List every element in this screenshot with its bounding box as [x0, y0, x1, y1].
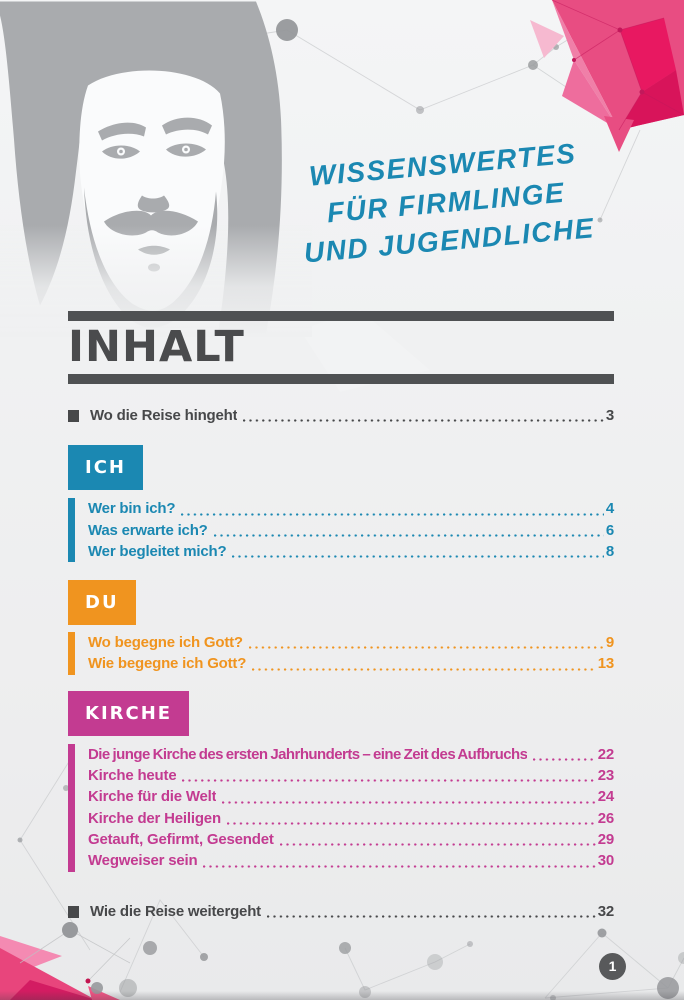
toc-item: Getauft, Gefirmt, Gesendet 29	[88, 829, 614, 850]
toc-item: Wer bin ich? 4	[88, 498, 614, 519]
toc-item-page: 26	[597, 809, 615, 827]
toc-item-label: Wer bin ich?	[88, 500, 176, 518]
toc-item-page: 13	[597, 655, 615, 673]
section-header-kirche: KIRCHE	[68, 690, 190, 736]
dotted-leader	[232, 555, 604, 559]
dotted-leader	[533, 758, 596, 762]
page-title: INHALT	[68, 322, 245, 372]
square-bullet-icon	[68, 410, 79, 423]
dotted-leader	[252, 667, 596, 671]
dotted-leader	[213, 533, 604, 537]
toc-item: Wie begegne ich Gott? 13	[88, 653, 614, 674]
toc-item-label: Wo die Reise hingeht	[90, 407, 238, 424]
pink-polygon-top-right	[530, 0, 684, 152]
toc-item-label: Was erwarte ich?	[88, 521, 208, 539]
dotted-leader	[222, 800, 596, 804]
toc-item-page: 9	[605, 634, 614, 652]
square-bullet-icon	[68, 905, 79, 918]
section-header-ich: ICH	[68, 445, 143, 491]
toc-item-label: Wegweiser sein	[88, 852, 198, 870]
toc-item-label: Wer begleitet mich?	[88, 542, 227, 560]
toc-item: Wo begegne ich Gott? 9	[88, 632, 614, 653]
toc-item-page: 32	[597, 902, 615, 920]
toc-item-page: 3	[605, 407, 614, 424]
toc-item: Kirche für die Welt 24	[88, 786, 614, 807]
toc-item-intro: Wo die Reise hingeht 3	[68, 405, 614, 426]
toc-item: Die junge Kirche des ersten Jahrhunderts…	[88, 744, 614, 765]
jesus-illustration	[0, 0, 312, 337]
divider-bottom	[68, 374, 614, 384]
toc-item-page: 22	[597, 745, 615, 763]
divider-top	[68, 311, 614, 321]
toc-item-page: 4	[605, 500, 614, 518]
toc-item-label: Die junge Kirche des ersten Jahrhunderts…	[88, 745, 528, 763]
toc-item-page: 6	[605, 521, 614, 539]
section-list-ich: Wer bin ich? 4 Was erwarte ich? 6 Wer be…	[68, 498, 614, 563]
dotted-leader	[203, 864, 596, 868]
toc-item-label: Getauft, Gefirmt, Gesendet	[88, 830, 274, 848]
toc-item: Was erwarte ich? 6	[88, 520, 614, 541]
dotted-leader	[226, 821, 596, 825]
toc-item-page: 8	[605, 542, 614, 560]
page-kicker-banner: WISSENSWERTES FÜR FIRMLINGE UND JUGENDLI…	[268, 131, 625, 275]
dotted-leader	[266, 914, 596, 918]
page-number-badge: 1	[599, 953, 626, 980]
toc-item: Kirche der Heiligen 26	[88, 808, 614, 829]
dotted-leader	[181, 512, 604, 516]
dotted-leader	[243, 419, 604, 423]
toc-item: Kirche heute 23	[88, 765, 614, 786]
toc-item-label: Wie die Reise weitergeht	[90, 902, 261, 920]
section-header-du: DU	[68, 580, 136, 626]
toc-item-label: Kirche der Heiligen	[88, 809, 221, 827]
section-list-kirche: Die junge Kirche des ersten Jahrhunderts…	[68, 743, 614, 872]
toc-item-label: Wo begegne ich Gott?	[88, 634, 243, 652]
dotted-leader	[248, 646, 604, 650]
toc-item-page: 23	[597, 767, 615, 785]
toc-item: Wer begleitet mich? 8	[88, 541, 614, 562]
page-number: 1	[608, 958, 617, 974]
section-list-du: Wo begegne ich Gott? 9 Wie begegne ich G…	[68, 632, 614, 675]
dotted-leader	[279, 843, 596, 847]
toc-item-label: Kirche heute	[88, 767, 177, 785]
toc-item-page: 30	[597, 852, 615, 870]
pink-polygon-bottom-left	[0, 922, 157, 1000]
toc-item-outro: Wie die Reise weitergeht 32	[68, 901, 614, 922]
toc-content: INHALT Wo die Reise hingeht 3 ICH Wer bi…	[68, 311, 614, 922]
toc-item-page: 24	[597, 788, 615, 806]
toc-item-page: 29	[597, 830, 615, 848]
toc-item: Wegweiser sein 30	[88, 850, 614, 871]
dotted-leader	[182, 779, 596, 783]
page-edge-shadow	[0, 991, 684, 1000]
toc-item-label: Wie begegne ich Gott?	[88, 655, 247, 673]
toc-item-label: Kirche für die Welt	[88, 788, 217, 806]
